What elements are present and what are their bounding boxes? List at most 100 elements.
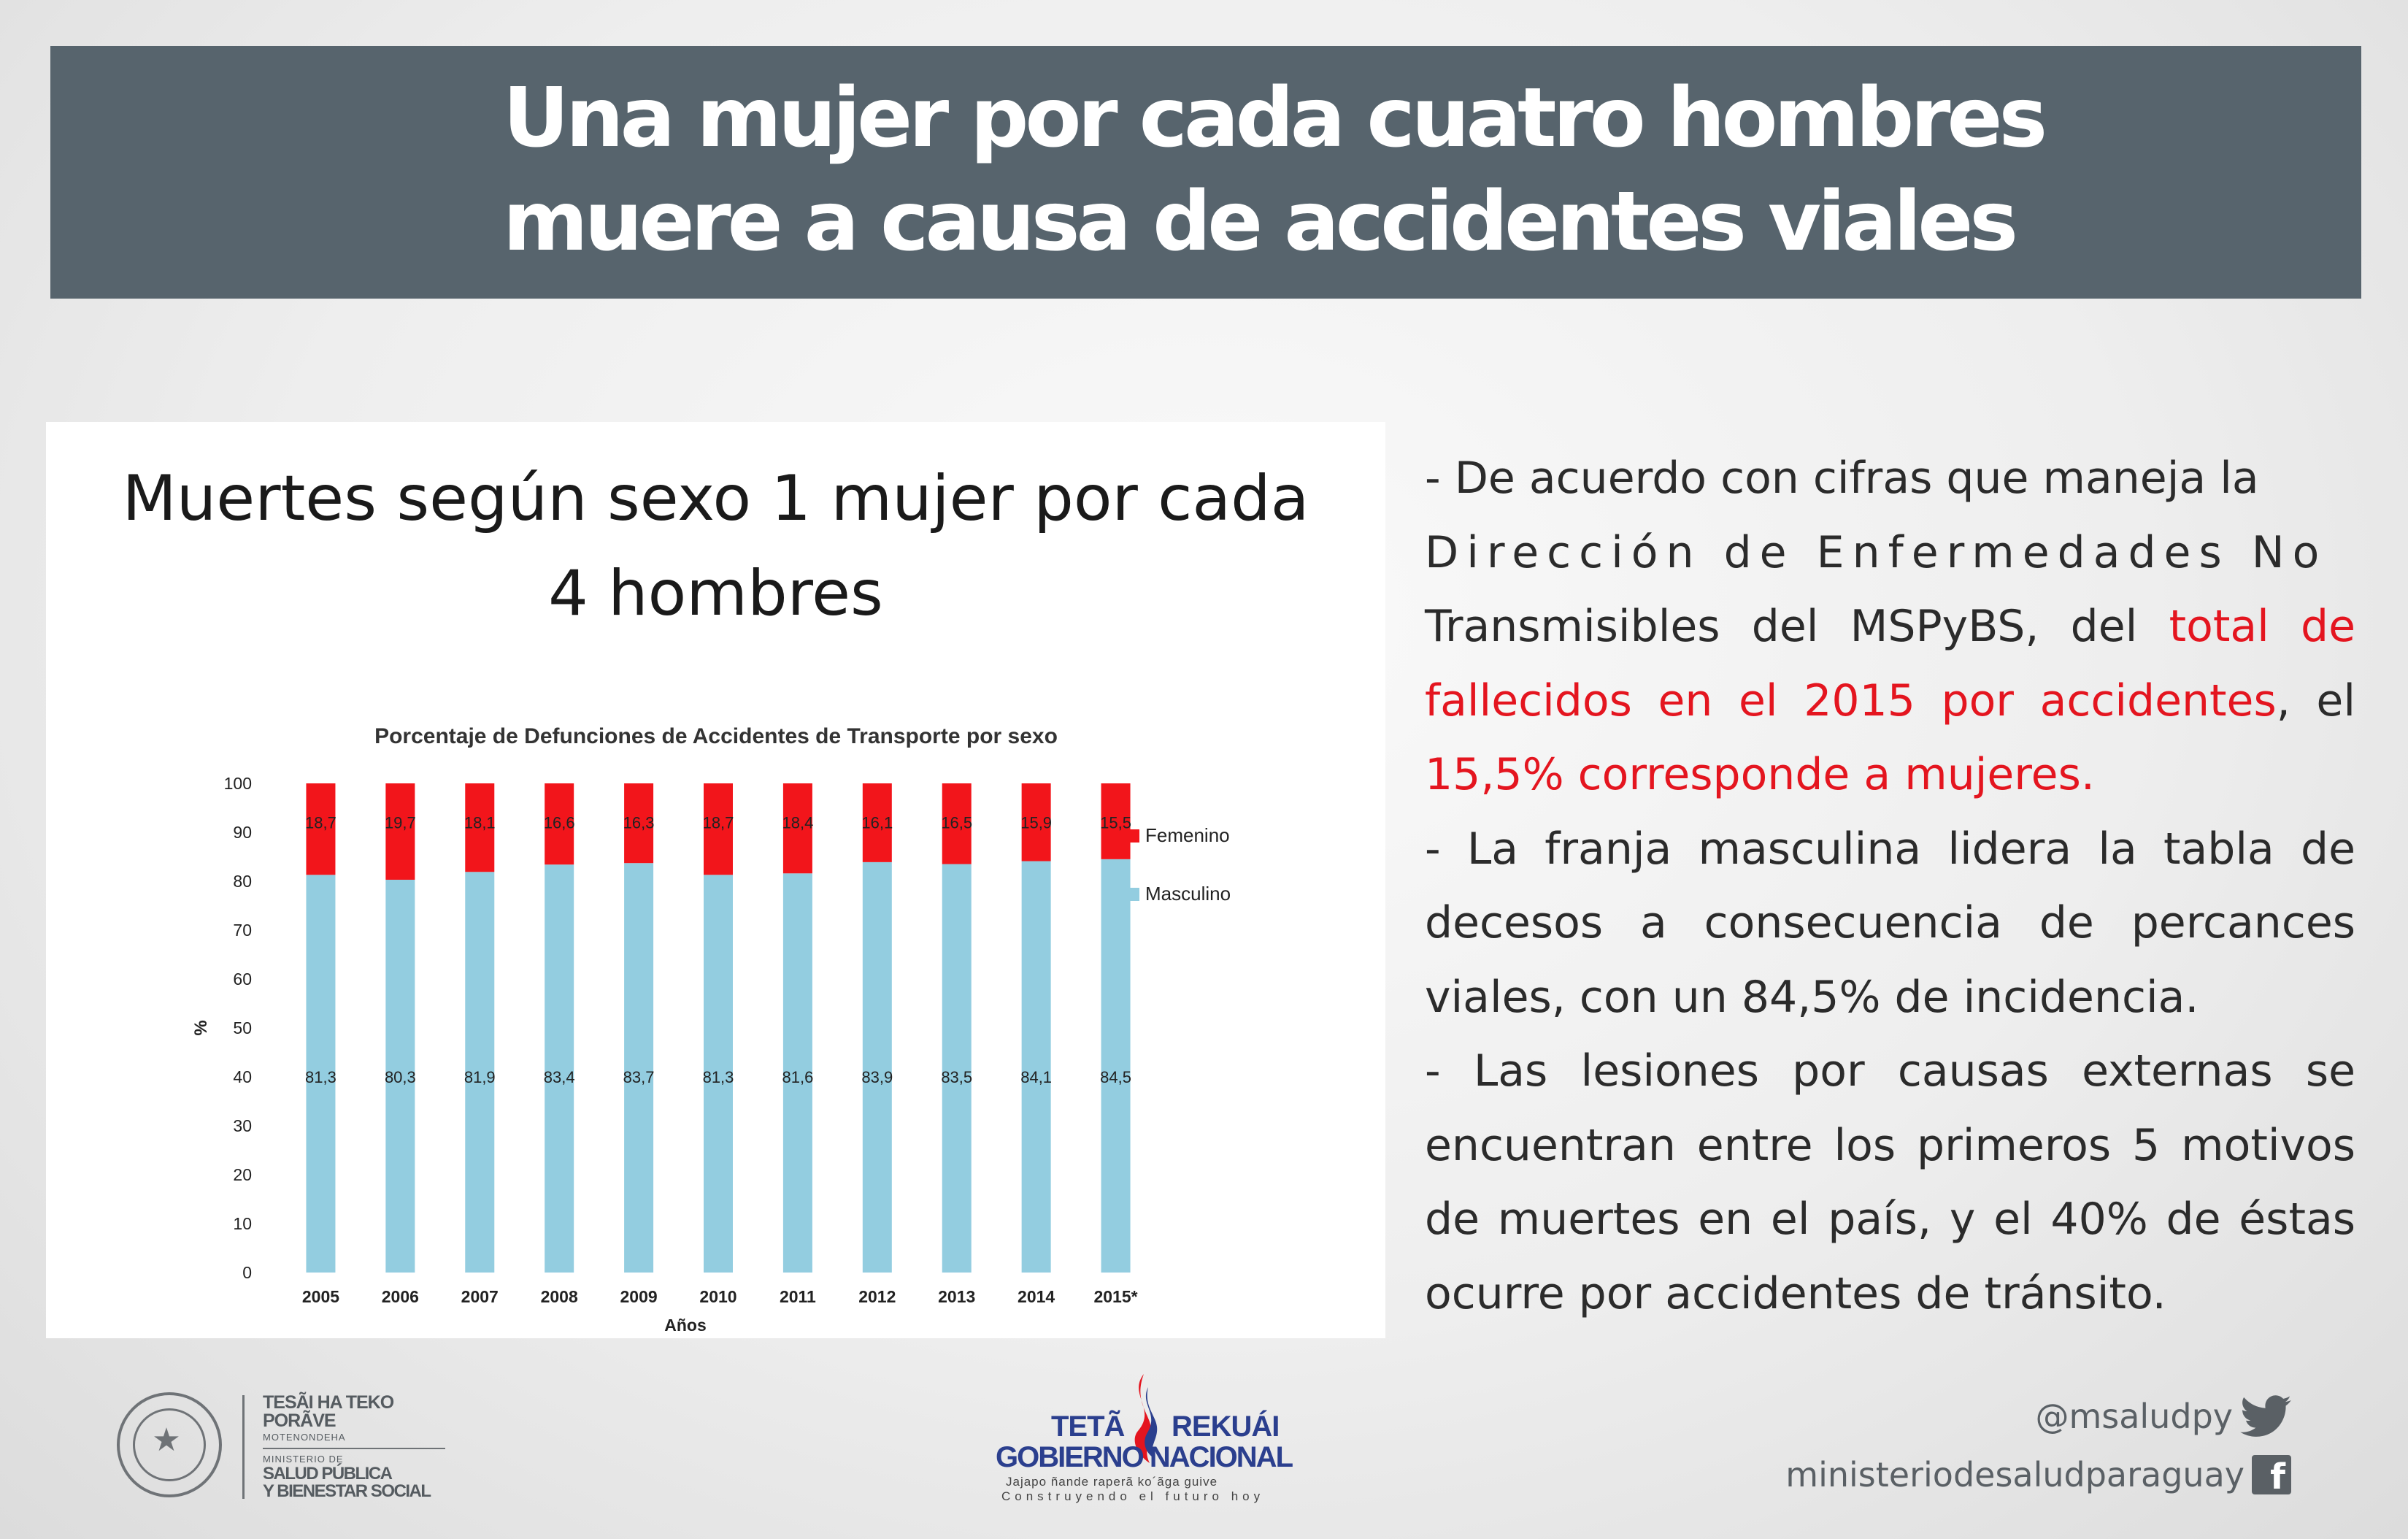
x-tick-label: 2013 xyxy=(938,1287,975,1306)
slide-title: Muertes según sexo 1 mujer por cada 4 ho… xyxy=(46,451,1385,641)
page-title-line-1: Una mujer por cada cuatro hombres xyxy=(503,71,2047,166)
bar-femenino xyxy=(385,783,415,880)
data-label-masculino: 83,4 xyxy=(544,1068,575,1086)
x-tick-label: 2005 xyxy=(302,1287,339,1306)
flag-flame-icon xyxy=(1134,1374,1158,1463)
highlight-fallecidos: total de fallecidos en el 2015 por accid… xyxy=(1425,601,2355,726)
data-label-femenino: 18,7 xyxy=(305,814,336,832)
bar-femenino xyxy=(624,783,654,864)
data-label-femenino: 18,7 xyxy=(703,814,734,832)
bar-masculino xyxy=(306,875,336,1273)
gov-line-1: TETÃ REKUÁI xyxy=(1051,1411,1280,1443)
legend-entry: Masculino xyxy=(1145,883,1231,905)
data-label-masculino: 81,9 xyxy=(464,1068,496,1086)
text-panel: - De acuerdo con cifras que maneja la Dir… xyxy=(1425,442,2355,1331)
paragraph-1-e: , el xyxy=(2276,675,2355,726)
legend-swatch xyxy=(1126,829,1139,843)
x-tick-label: 2012 xyxy=(858,1287,896,1306)
data-label-femenino: 18,4 xyxy=(782,814,813,832)
highlight-mujeres: 15,5% corresponde a mujeres. xyxy=(1425,749,2095,800)
gov-line-1b: REKUÁI xyxy=(1172,1411,1280,1443)
x-tick-label: 2010 xyxy=(699,1287,736,1306)
ministry-line-2: PORÃVE xyxy=(263,1411,336,1431)
ministry-line-5: SALUD PÚBLICA xyxy=(263,1464,393,1484)
x-tick-label: 2008 xyxy=(541,1287,578,1306)
bar-femenino xyxy=(782,783,812,874)
bar-femenino xyxy=(1101,783,1131,859)
y-tick-label: 70 xyxy=(233,921,252,940)
bar-femenino xyxy=(465,783,495,872)
bar-femenino xyxy=(306,783,336,875)
data-label-masculino: 84,1 xyxy=(1020,1068,1052,1086)
page-title: Una mujer por cada cuatro hombres muere … xyxy=(503,66,2328,274)
data-label-masculino: 84,5 xyxy=(1100,1068,1131,1086)
data-label-femenino: 15,5 xyxy=(1100,814,1131,832)
paragraph-1-c: Transmisibles del MSPyBS, del xyxy=(1425,601,2169,652)
ministry-line-3: MOTENONDEHA xyxy=(263,1432,346,1443)
logo-divider xyxy=(242,1395,245,1499)
government-logo: TETÃ REKUÁI GOBIERNO NACIONAL Jajapo ñand… xyxy=(993,1373,1321,1504)
bar-masculino xyxy=(1021,861,1051,1273)
bar-masculino xyxy=(385,879,415,1273)
data-label-femenino: 15,9 xyxy=(1020,814,1052,832)
slide-title-line-2: 4 hombres xyxy=(548,557,883,630)
data-label-femenino: 16,6 xyxy=(544,814,575,832)
data-label-masculino: 83,9 xyxy=(861,1068,893,1086)
ministry-line-6: Y BIENESTAR SOCIAL xyxy=(263,1481,431,1501)
data-label-masculino: 81,6 xyxy=(782,1068,813,1086)
bar-masculino xyxy=(624,863,654,1273)
y-tick-label: 90 xyxy=(233,823,252,842)
data-label-masculino: 83,7 xyxy=(623,1068,655,1086)
bar-masculino xyxy=(704,875,733,1273)
bar-masculino xyxy=(782,873,812,1273)
ministry-name: TESÃI HA TEKO PORÃVE MOTENONDEHA MINISTE… xyxy=(263,1394,474,1500)
y-tick-label: 40 xyxy=(233,1067,252,1086)
facebook-icon: f xyxy=(2252,1455,2291,1497)
gov-line-2: GOBIERNO NACIONAL xyxy=(996,1441,1293,1473)
bar-femenino xyxy=(1021,783,1051,861)
y-tick-label: 0 xyxy=(242,1263,252,1282)
x-tick-label: 2007 xyxy=(461,1287,499,1306)
ministry-line-4: MINISTERIO DE xyxy=(263,1454,344,1465)
paragraph-1-a: - De acuerdo con cifras que maneja la xyxy=(1425,453,2259,504)
stacked-bar-chart: Porcentaje de Defunciones de Accidentes … xyxy=(191,724,1231,1335)
data-label-masculino: 81,3 xyxy=(703,1068,734,1086)
x-tick-label: 2011 xyxy=(780,1287,816,1306)
bar-masculino xyxy=(465,872,495,1273)
social-links: @msaludpy ministeriodesaludparaguay f xyxy=(1707,1391,2291,1508)
bar-femenino xyxy=(545,783,574,865)
bar-masculino xyxy=(1101,859,1131,1273)
bar-femenino xyxy=(942,783,972,864)
y-axis-label: % xyxy=(191,1020,211,1035)
x-tick-label: 2009 xyxy=(620,1287,658,1306)
y-tick-label: 10 xyxy=(233,1214,252,1233)
x-tick-label: 2015* xyxy=(1093,1287,1137,1306)
y-tick-label: 60 xyxy=(233,970,252,989)
bar-femenino xyxy=(862,783,892,862)
paragraph-2: - La franja masculina lidera la tabla de… xyxy=(1425,823,2355,1023)
facebook-link[interactable]: ministeriodesaludparaguay f xyxy=(1785,1452,2291,1497)
y-tick-label: 20 xyxy=(233,1165,252,1184)
y-tick-label: 100 xyxy=(224,774,252,793)
data-label-femenino: 16,3 xyxy=(623,814,655,832)
y-tick-label: 50 xyxy=(233,1018,252,1037)
ministry-rule xyxy=(263,1448,445,1449)
legend-swatch xyxy=(1126,888,1139,901)
ministry-logo: ★ TESÃI HA TEKO PORÃVE MOTENONDEHA MINIS… xyxy=(117,1391,453,1504)
data-label-femenino: 18,1 xyxy=(464,814,496,832)
data-label-femenino: 16,5 xyxy=(941,814,972,832)
x-axis-label: Años xyxy=(664,1316,707,1335)
data-label-masculino: 80,3 xyxy=(385,1068,416,1086)
ministry-line-1: TESÃI HA TEKO xyxy=(263,1392,394,1413)
chart-panel: Muertes según sexo 1 mujer por cada 4 ho… xyxy=(46,422,1385,1338)
bar-masculino xyxy=(862,861,892,1273)
twitter-link[interactable]: @msaludpy xyxy=(2035,1394,2291,1439)
bar-masculino xyxy=(545,864,574,1273)
data-label-masculino: 83,5 xyxy=(941,1068,972,1086)
legend-entry: Femenino xyxy=(1145,824,1230,846)
twitter-bird-icon xyxy=(2240,1395,2291,1437)
data-label-femenino: 16,1 xyxy=(861,814,893,832)
data-label-masculino: 81,3 xyxy=(305,1068,336,1086)
twitter-handle: @msaludpy xyxy=(2035,1397,2233,1436)
national-seal-icon xyxy=(117,1392,222,1497)
